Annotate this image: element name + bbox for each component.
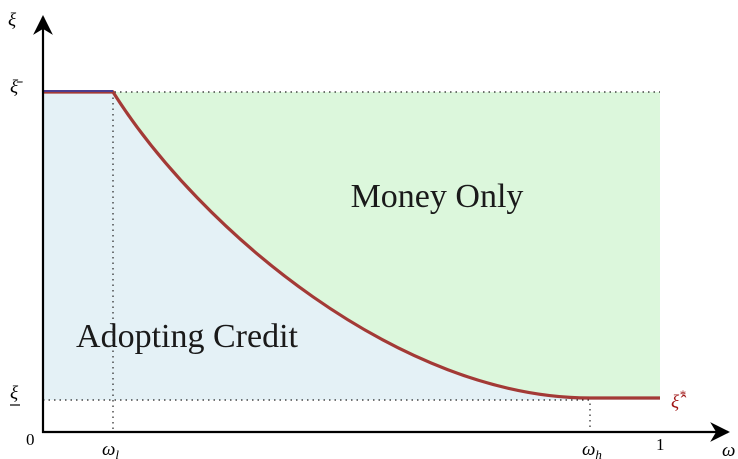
x-axis-label: ω [722,440,735,459]
threshold-curve [43,90,660,400]
lower-tick-label: ξ [10,383,19,404]
omega-h-label: ωh [582,439,602,459]
y-axis-label: ξ [8,10,17,31]
omega-subscript: l [115,447,119,459]
omega-symbol: ω [582,439,595,459]
curve-label: ξ̂* [671,387,687,413]
upper-tick-label: ξ̄ [10,77,23,98]
omega-l-label: ωl [102,439,119,459]
credit-region [43,92,660,400]
money-only-region [113,92,660,398]
star: * [679,387,686,402]
omega-subscript: h [595,447,602,459]
adopting-credit-label: Adopting Credit [76,318,298,355]
origin-label: 0 [26,430,35,449]
money-only-label: Money Only [351,178,524,215]
omega-symbol: ω [102,439,115,459]
one-label: 1 [656,435,665,454]
